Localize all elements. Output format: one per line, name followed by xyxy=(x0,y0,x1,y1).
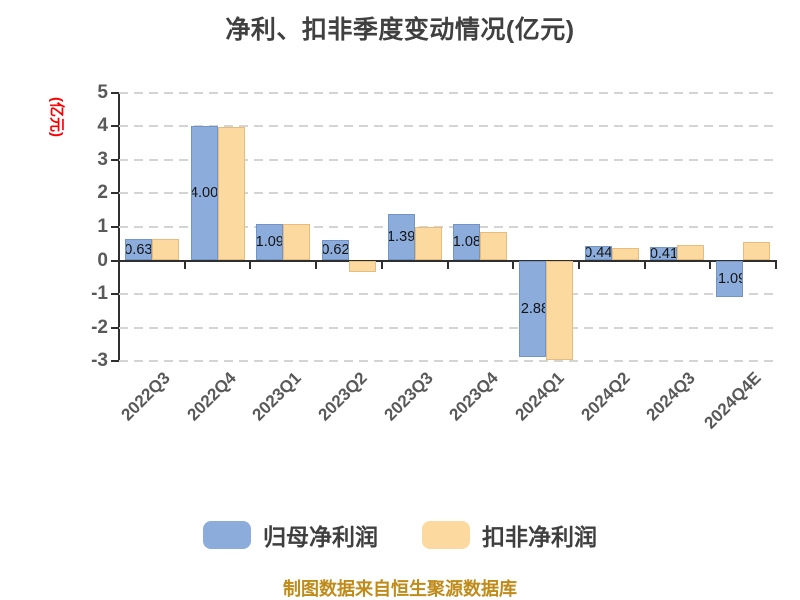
gridline-5 xyxy=(119,91,776,94)
x-category-label-2022Q3: 2022Q3 xyxy=(117,368,174,425)
bar-value-label-2022Q4: 4.00 xyxy=(190,185,218,202)
x-tick-1 xyxy=(183,262,186,269)
bar-归母净利润-2024Q3: 0.41 xyxy=(650,246,678,261)
x-tick-3 xyxy=(315,262,318,269)
x-tick-4 xyxy=(380,262,383,269)
bar-归母净利润-2023Q4: 1.08 xyxy=(453,224,481,261)
bar-扣非净利润-2024Q3 xyxy=(677,244,705,261)
legend-label-non-gaap-profit: 扣非净利润 xyxy=(482,524,597,550)
x-tick-7 xyxy=(577,262,580,269)
x-category-label-2024Q3: 2024Q3 xyxy=(642,368,700,425)
bar-value-label-2023Q3: 1.39 xyxy=(387,229,415,246)
x-tick-2 xyxy=(249,262,252,269)
y-tick-label-3: 3 xyxy=(97,148,108,170)
y-tick-label-0: 0 xyxy=(97,249,108,271)
bar-扣非净利润-2024Q2 xyxy=(611,248,639,261)
y-tick--2 xyxy=(111,326,118,329)
bar-归母净利润-2024Q2: 0.44 xyxy=(584,245,612,261)
y-tick-label--2: -2 xyxy=(91,316,108,338)
y-tick-label-5: 5 xyxy=(97,81,108,103)
gridline-2 xyxy=(119,192,776,195)
y-tick-5 xyxy=(111,91,118,94)
bar-value-label-2024Q2: 0.44 xyxy=(584,245,612,261)
bar-扣非净利润-2023Q4 xyxy=(480,231,508,261)
y-tick-label-2: 2 xyxy=(97,182,108,204)
bar-归母净利润-2023Q3: 1.39 xyxy=(387,213,415,261)
bar-扣非净利润-2022Q3 xyxy=(151,238,179,261)
y-tick-0 xyxy=(111,259,118,262)
bar-扣非净利润-2023Q2 xyxy=(348,260,376,273)
bar-扣非净利润-2022Q4 xyxy=(217,127,245,261)
y-tick-label--3: -3 xyxy=(91,350,108,372)
gridline--2 xyxy=(119,326,776,329)
x-category-label-2023Q1: 2023Q1 xyxy=(248,368,305,425)
bar-value-label-2023Q1: 1.09 xyxy=(256,234,284,251)
x-category-label-2023Q2: 2023Q2 xyxy=(314,368,371,425)
y-tick-3 xyxy=(111,158,118,161)
bar-value-label-2023Q2: 0.62 xyxy=(321,242,349,259)
x-axis-zero-line xyxy=(118,260,777,262)
bar-扣非净利润-2024Q1 xyxy=(546,260,574,360)
bar-扣非净利润-2023Q1 xyxy=(283,223,311,261)
bar-value-label-2024Q1: -2.88 xyxy=(520,300,545,317)
bar-归母净利润-2024Q1: -2.88 xyxy=(519,260,547,358)
gridline-3 xyxy=(119,158,776,161)
x-category-label-2024Q1: 2024Q1 xyxy=(511,368,568,425)
x-tick-8 xyxy=(643,262,646,269)
y-tick-2 xyxy=(111,192,118,195)
chart-title: 净利、扣非季度变动情况(亿元) xyxy=(225,16,575,44)
x-category-label-2022Q4: 2022Q4 xyxy=(183,368,240,425)
legend-swatch-net-profit xyxy=(203,521,251,549)
bar-归母净利润-2024Q4E: -1.09 xyxy=(716,260,744,298)
y-tick--3 xyxy=(111,360,118,363)
y-tick-label--1: -1 xyxy=(91,283,108,305)
legend-label-net-profit: 归母净利润 xyxy=(263,524,378,550)
bar-value-label-2023Q4: 1.08 xyxy=(453,234,481,251)
x-category-label-2024Q2: 2024Q2 xyxy=(577,368,634,425)
y-tick-label-4: 4 xyxy=(97,115,108,137)
data-source-note: 制图数据来自恒生聚源数据库 xyxy=(283,579,517,599)
gridline--1 xyxy=(119,293,776,296)
bar-归母净利润-2023Q2: 0.62 xyxy=(321,239,349,261)
x-tick-6 xyxy=(512,262,515,269)
gridline-1 xyxy=(119,225,776,228)
legend-swatch-non-gaap-profit xyxy=(422,521,470,549)
x-category-label-2024Q4E: 2024Q4E xyxy=(700,368,765,433)
chart-legend: 归母净利润 扣非净利润 xyxy=(0,519,800,551)
bar-扣非净利润-2024Q4E xyxy=(743,242,771,261)
bar-value-label-2022Q3: 0.63 xyxy=(124,241,152,258)
y-tick-4 xyxy=(111,125,118,128)
bar-扣非净利润-2023Q3 xyxy=(414,226,442,261)
x-tick-0 xyxy=(118,262,120,269)
bar-归母净利润-2022Q3: 0.63 xyxy=(124,239,152,261)
y-tick-label-1: 1 xyxy=(97,215,108,237)
bar-value-label-2024Q4E: -1.09 xyxy=(717,270,742,287)
x-category-label-2023Q4: 2023Q4 xyxy=(445,368,503,425)
y-tick-1 xyxy=(111,225,118,228)
x-category-label-2023Q3: 2023Q3 xyxy=(380,368,437,425)
bar-归母净利润-2022Q4: 4.00 xyxy=(190,126,218,261)
gridline--3 xyxy=(119,360,776,363)
bar-value-label-2024Q3: 0.41 xyxy=(650,246,678,261)
y-tick--1 xyxy=(111,293,118,296)
bar-归母净利润-2023Q1: 1.09 xyxy=(256,223,284,261)
x-tick-9 xyxy=(709,262,712,269)
x-tick-10 xyxy=(775,262,777,269)
x-tick-5 xyxy=(446,262,449,269)
gridline-4 xyxy=(119,125,776,128)
